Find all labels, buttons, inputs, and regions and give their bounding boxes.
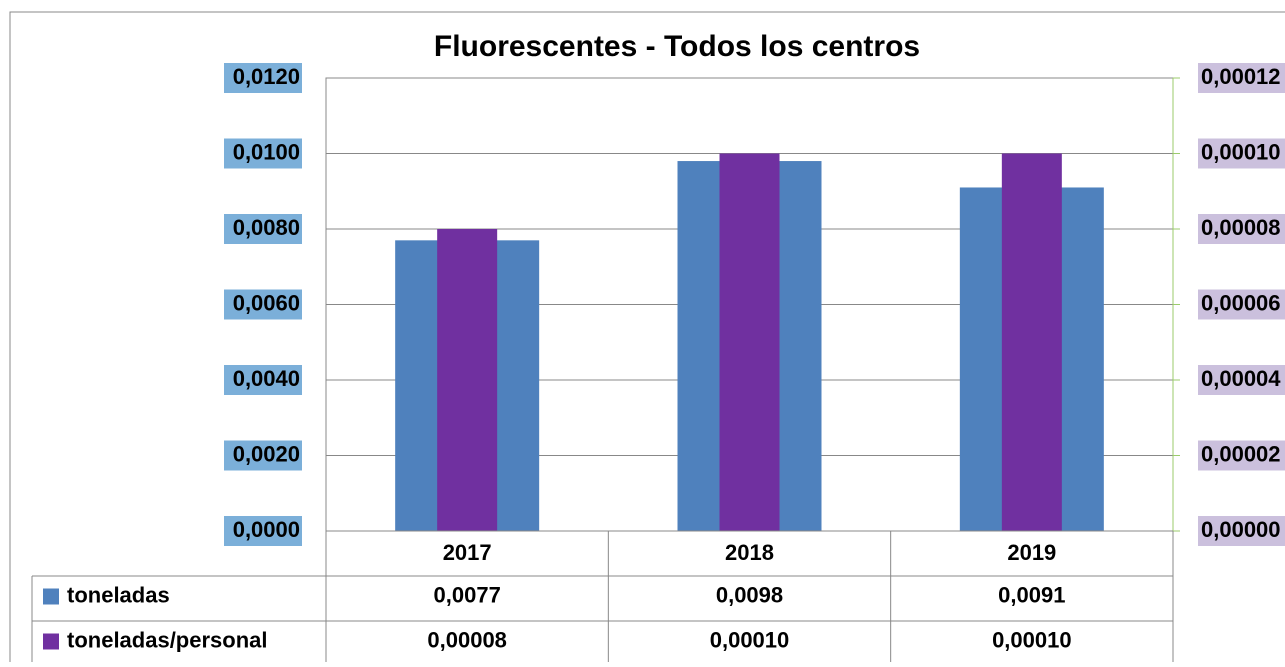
table-value: 0,0091 <box>998 582 1065 607</box>
y2-tick-label-bg <box>1198 138 1285 169</box>
y2-tick-label-bg <box>1198 63 1285 93</box>
y2-tick-label: 0,00010 <box>1201 139 1281 164</box>
y2-tick-label-bg <box>1198 289 1285 320</box>
bar <box>437 229 498 531</box>
x-tick-label: 2018 <box>725 540 774 565</box>
legend-swatch <box>43 633 59 650</box>
y-tick-label-bg <box>224 138 302 169</box>
y-tick-label: 0,0120 <box>233 64 300 89</box>
y2-tick-label: 0,00006 <box>1201 290 1281 315</box>
legend-swatch <box>43 588 59 605</box>
y-tick-label-bg <box>224 63 302 93</box>
table-value: 0,0098 <box>716 582 783 607</box>
legend-label: toneladas/personal <box>67 627 268 652</box>
y-tick-label: 0,0040 <box>233 366 300 391</box>
table-value: 0,00010 <box>710 627 790 652</box>
y2-tick-label-bg <box>1198 214 1285 244</box>
y-tick-label-bg <box>224 214 302 244</box>
table-value: 0,00010 <box>992 627 1072 652</box>
y2-tick-label: 0,00012 <box>1201 64 1281 89</box>
legend-label: toneladas <box>67 582 170 607</box>
y2-tick-label-bg <box>1198 516 1285 546</box>
y2-tick-label: 0,00000 <box>1201 517 1281 542</box>
y-tick-label-bg <box>224 365 302 395</box>
y2-tick-label: 0,00002 <box>1201 441 1281 466</box>
y-tick-label: 0,0020 <box>233 441 300 466</box>
y2-tick-label: 0,00004 <box>1201 366 1281 391</box>
bar <box>719 153 780 531</box>
bar <box>1001 153 1062 531</box>
y-tick-label: 0,0060 <box>233 290 300 315</box>
y-tick-label-bg <box>224 289 302 320</box>
y2-tick-label: 0,00008 <box>1201 215 1281 240</box>
chart-title: Fluorescentes - Todos los centros <box>434 30 920 63</box>
y2-tick-label-bg <box>1198 365 1285 395</box>
x-tick-label: 2019 <box>1007 540 1056 565</box>
y-tick-label: 0,0080 <box>233 215 300 240</box>
y-tick-label-bg <box>224 440 302 471</box>
y-tick-label-bg <box>224 516 302 546</box>
y2-tick-label-bg <box>1198 440 1285 471</box>
x-tick-label: 2017 <box>443 540 492 565</box>
table-value: 0,0077 <box>434 582 501 607</box>
table-value: 0,00008 <box>427 627 507 652</box>
y-tick-label: 0,0100 <box>233 139 300 164</box>
y-tick-label: 0,0000 <box>233 517 300 542</box>
